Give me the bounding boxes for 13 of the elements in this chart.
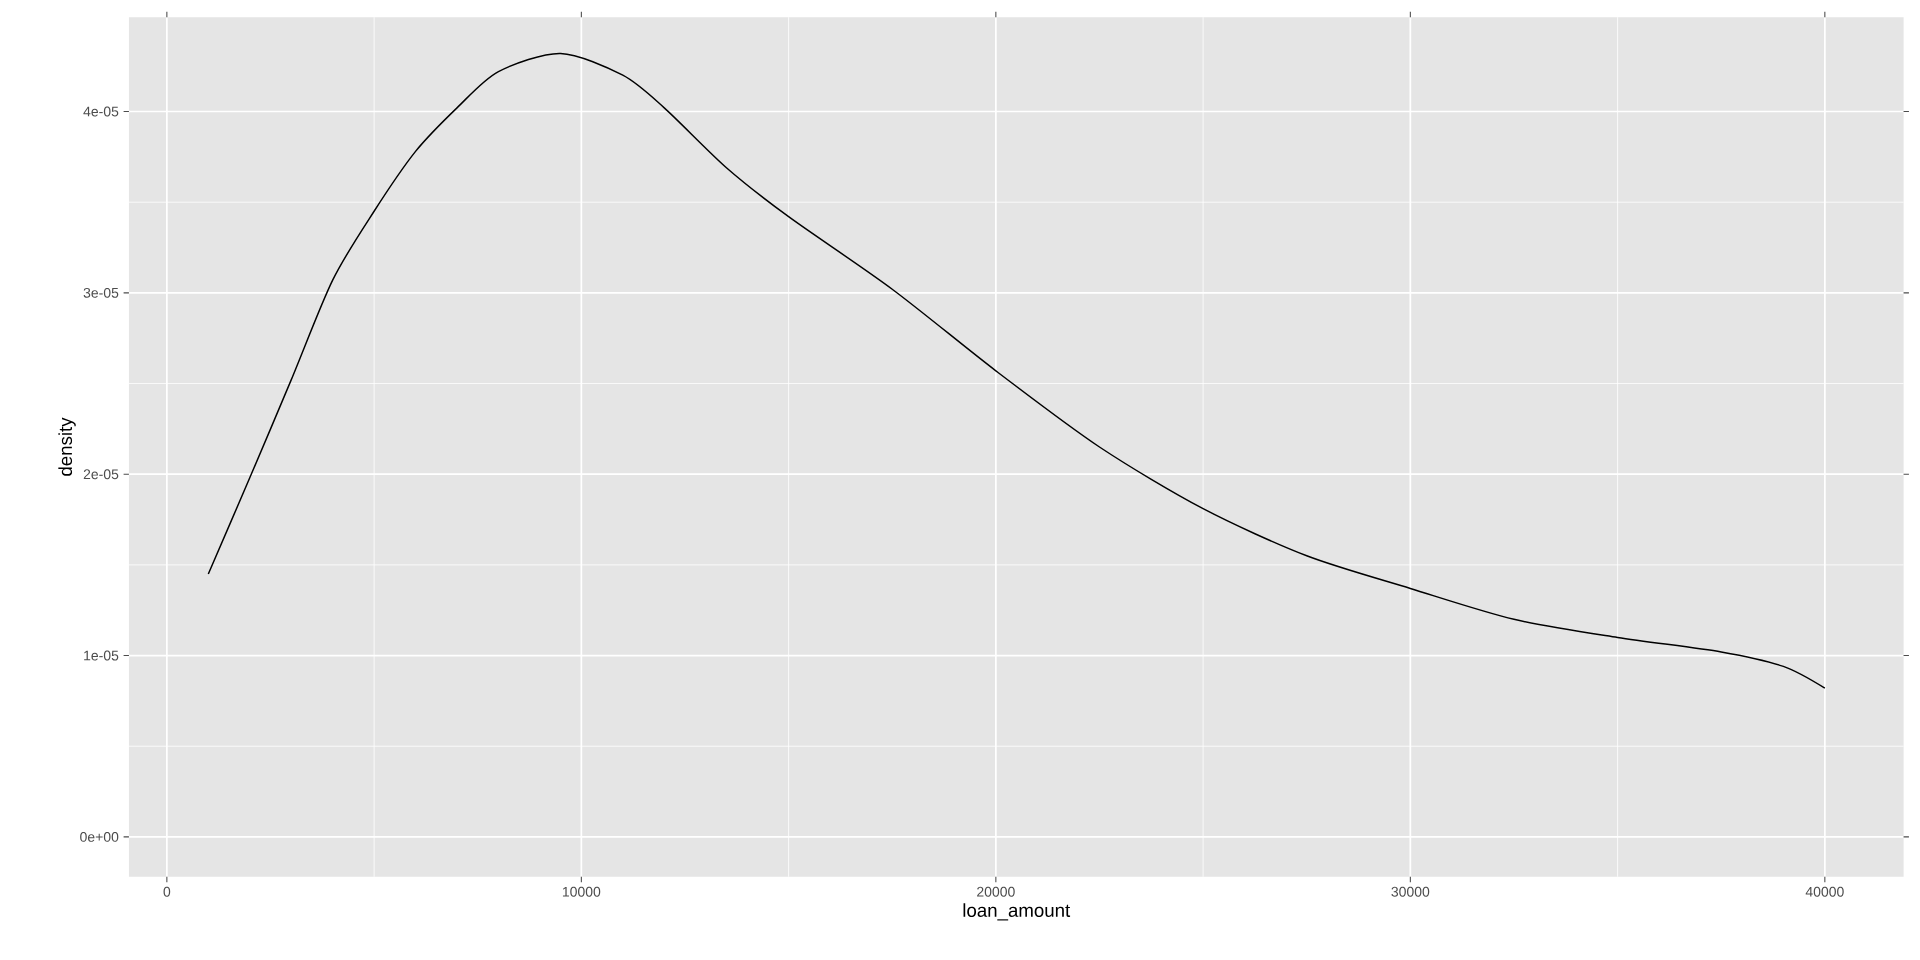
x-tick-label: 20000 bbox=[977, 886, 1015, 897]
x-tick-label: 30000 bbox=[1391, 886, 1430, 897]
x-tick-label: 0 bbox=[163, 886, 171, 897]
y-tick-label: 1e-05 bbox=[84, 650, 119, 661]
x-axis-title: loan_amount bbox=[963, 903, 1071, 921]
x-tick-label: 10000 bbox=[562, 886, 601, 897]
x-tick-label: 40000 bbox=[1805, 886, 1844, 897]
y-tick-label: 2e-05 bbox=[83, 469, 119, 480]
y-tick-label: 4e-05 bbox=[83, 106, 119, 117]
y-axis-title: density bbox=[58, 417, 76, 476]
y-tick-label: 3e-05 bbox=[83, 287, 119, 298]
y-tick-label: 0e+00 bbox=[80, 831, 119, 842]
line-series bbox=[207, 52, 1826, 689]
